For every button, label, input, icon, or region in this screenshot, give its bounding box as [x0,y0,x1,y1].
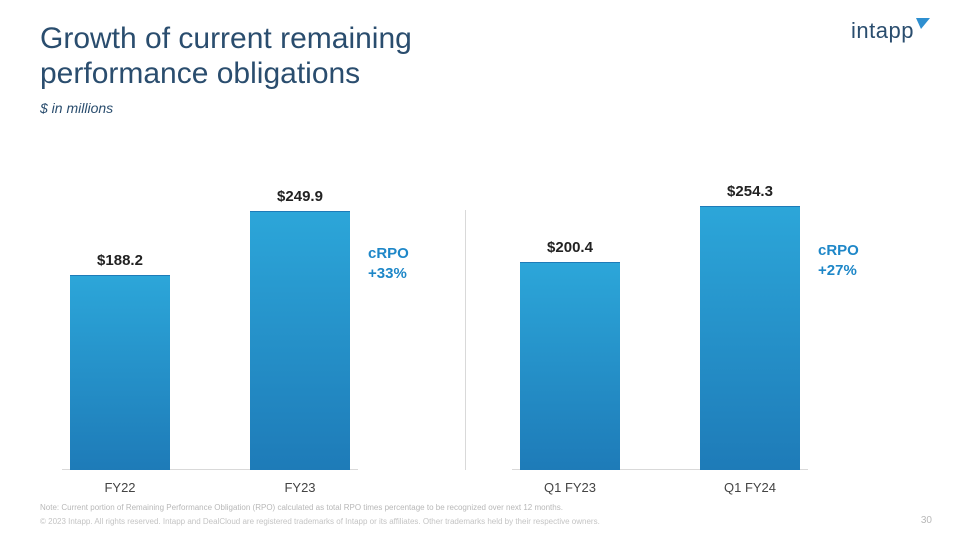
copyright: © 2023 Intapp. All rights reserved. Inta… [40,517,600,526]
bar-value-label: $188.2 [97,252,143,269]
group-separator [465,210,466,470]
bar-category-label: Q1 FY23 [520,480,620,495]
page-number: 30 [921,515,932,526]
bar-rect [520,262,620,470]
bar-category-label: FY23 [250,480,350,495]
page-title: Growth of current remainingperformance o… [40,22,412,91]
bar-value-label: $254.3 [727,183,773,200]
growth-annotation: cRPO+27% [818,241,859,280]
subtitle: $ in millions [40,100,113,116]
bar-chart: $188.2FY22 $249.9FY23 cRPO+33% $200.4Q1 FY2… [40,150,920,470]
logo: intapp [851,18,930,44]
growth-annotation: cRPO+33% [368,244,409,283]
bar-category-label: Q1 FY24 [700,480,800,495]
logo-triangle [916,18,930,29]
bar-value-label: $249.9 [277,188,323,205]
bar-fy23: $249.9FY23 [250,188,350,470]
slide: Growth of current remainingperformance o… [0,0,960,540]
logo-text: intapp [851,18,914,43]
bar-group-1: $200.4Q1 FY23 $254.3Q1 FY24 [520,183,800,470]
bar-category-label: FY22 [70,480,170,495]
logo-accent-icon [916,18,930,32]
bar-rect [700,206,800,470]
bar-value-label: $200.4 [547,239,593,256]
bar-rect [70,275,170,470]
bar-fy22: $188.2FY22 [70,252,170,470]
footnote: Note: Current portion of Remaining Perfo… [40,503,563,512]
bar-q1-fy24: $254.3Q1 FY24 [700,183,800,470]
bar-group-0: $188.2FY22 $249.9FY23 [70,188,350,470]
bar-rect [250,211,350,470]
bar-q1-fy23: $200.4Q1 FY23 [520,239,620,470]
